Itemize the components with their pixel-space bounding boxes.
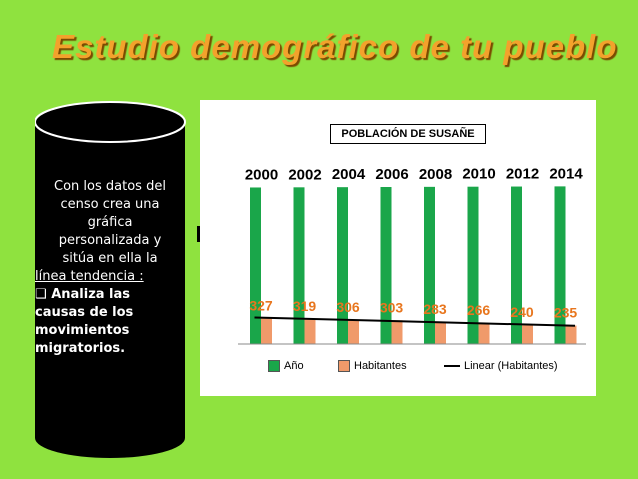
bar-year (380, 187, 392, 344)
instruction-line: censo crea una (60, 197, 160, 212)
bar-habitantes (304, 319, 316, 344)
data-label-habitantes: 283 (423, 301, 447, 317)
bar-year (467, 186, 479, 344)
data-label-year: 2000 (245, 166, 278, 183)
chart-legend: Año Habitantes Linear (Habitantes) (260, 360, 590, 376)
data-label-habitantes: 327 (249, 297, 273, 313)
data-label-habitantes: 266 (467, 302, 491, 318)
bar-year (337, 187, 348, 344)
instruction-line: causas de los (35, 305, 134, 320)
legend-swatch (268, 360, 280, 372)
page-title: Estudio demográfico de tu pueblo (52, 28, 618, 65)
legend-label: Habitantes (354, 360, 407, 372)
instruction-line: sitúa en ella la (62, 251, 158, 266)
bar-year (554, 186, 566, 344)
bar-year (250, 187, 261, 344)
chart-canvas: 2000 327 2002 319 2004 306 2006 303 2008 283 2010 2… (238, 165, 586, 345)
data-label-year: 2008 (419, 166, 452, 183)
bar-habitantes (261, 318, 272, 344)
legend-label: Linear (Habitantes) (464, 360, 558, 372)
bar-habitantes (391, 320, 403, 344)
bar-year (511, 186, 522, 344)
data-label-year: 2012 (506, 166, 539, 183)
legend-label: Año (284, 360, 304, 372)
instruction-line: movimientos (35, 323, 130, 338)
legend-item-trendline: Linear (Habitantes) (444, 360, 558, 372)
instruction-line: Con los datos del (54, 179, 166, 194)
data-label-habitantes: 319 (293, 298, 317, 314)
bar-habitantes (522, 325, 533, 344)
data-label-year: 2004 (332, 166, 366, 183)
instruction-line: personalizada y (58, 233, 162, 248)
data-label-year: 2006 (375, 166, 408, 183)
legend-item-year: Año (268, 360, 304, 372)
data-label-year: 2014 (549, 165, 583, 182)
instruction-text: Con los datos del censo crea una gráfica… (35, 178, 185, 358)
instruction-line: migratorios. (35, 341, 126, 356)
checkbox-bullet-icon: ❑ (35, 287, 52, 302)
data-label-habitantes: 240 (510, 304, 534, 320)
instruction-line: gráfica (87, 215, 133, 230)
legend-swatch (338, 360, 350, 372)
data-label-year: 2002 (288, 166, 321, 183)
legend-item-habitantes: Habitantes (338, 360, 407, 372)
instruction-line: línea tendencia : (35, 269, 144, 284)
bar-habitantes (435, 321, 446, 344)
bar-year (293, 187, 305, 344)
instruction-line: Analiza las (51, 287, 131, 302)
bar-habitantes (478, 323, 490, 344)
chart-title: POBLACIÓN DE SUSAÑE (330, 124, 486, 144)
legend-line (444, 365, 460, 367)
bar-year (424, 186, 435, 344)
population-chart: 2000 327 2002 319 2004 306 2006 303 2008 283 2010 2… (200, 100, 596, 396)
data-label-habitantes: 235 (554, 305, 578, 321)
instruction-bullet: ❑ Analiza las (35, 286, 185, 304)
data-label-habitantes: 303 (380, 299, 404, 315)
bar-habitantes (565, 325, 577, 344)
cylinder-shape (35, 101, 186, 458)
bar-habitantes (348, 320, 359, 344)
instruction-cylinder: Con los datos del censo crea una gráfica… (35, 100, 195, 460)
data-label-year: 2010 (462, 166, 495, 183)
data-label-habitantes: 306 (336, 299, 360, 315)
trendline (254, 316, 576, 327)
